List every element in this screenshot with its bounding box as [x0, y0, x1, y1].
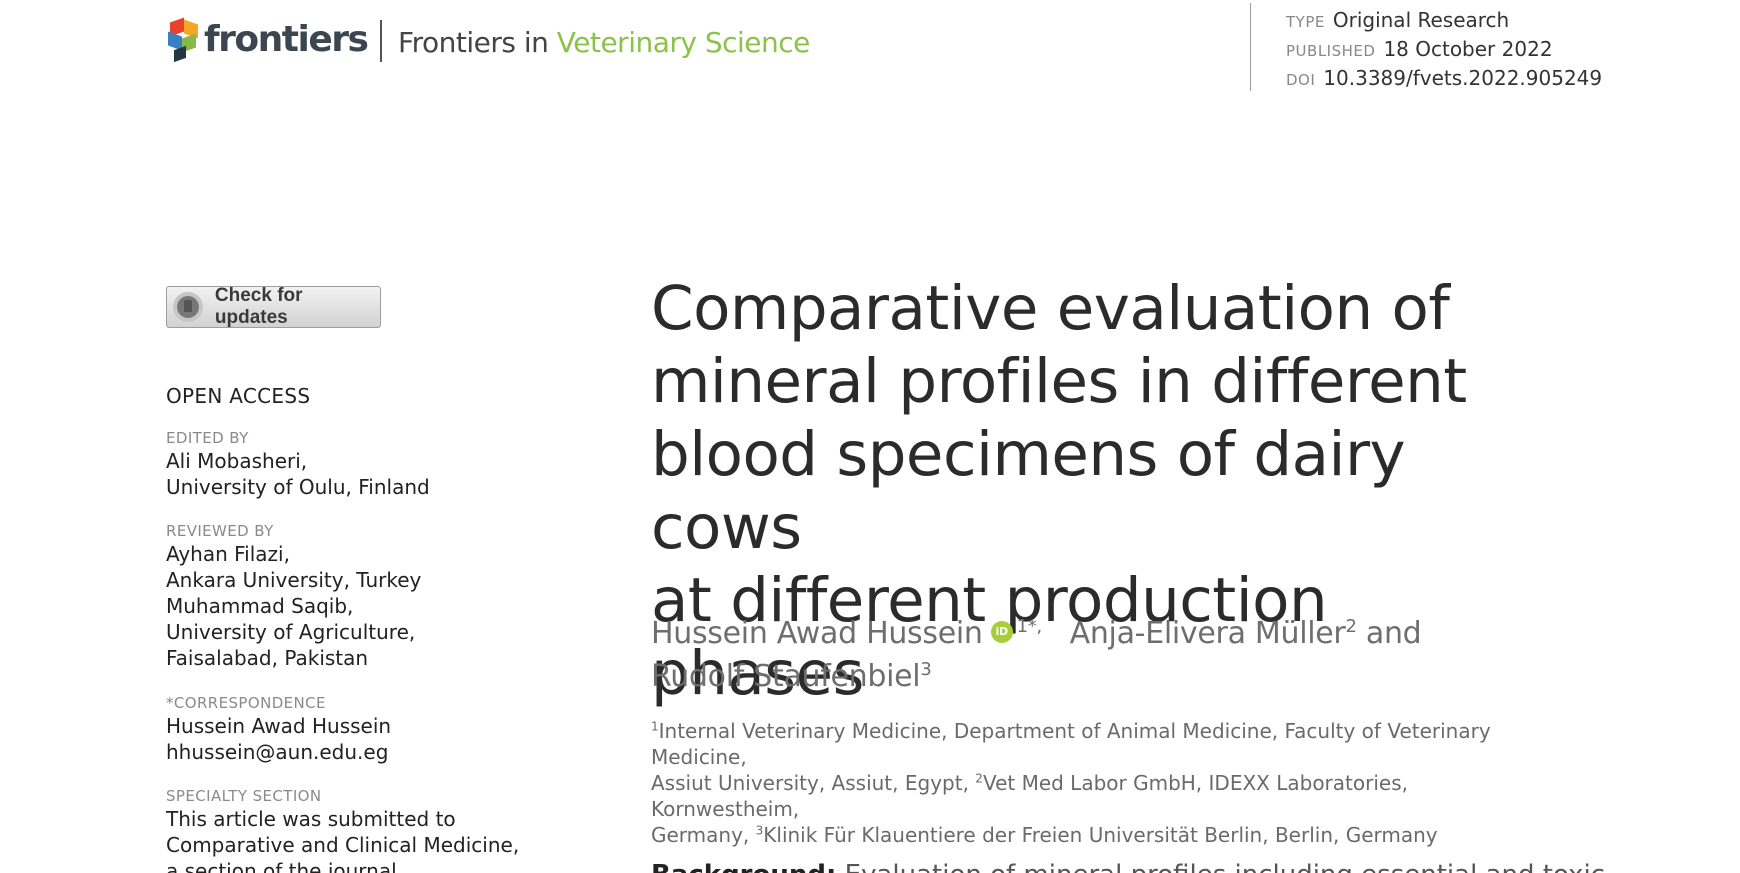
journal-prefix: Frontiers in — [398, 26, 549, 59]
check-for-updates-button[interactable]: Check for updates — [166, 285, 381, 328]
author-name[interactable]: Hussein Awad Hussein — [651, 616, 983, 651]
abstract-label: Background: — [651, 860, 836, 873]
specialty-line: Comparative and Clinical Medicine, — [166, 833, 520, 857]
editor-affiliation: University of Oulu, Finland — [166, 475, 430, 499]
author-name[interactable]: Rudolf Staufenbiel — [651, 659, 921, 694]
edited-by-label: EDITED BY — [166, 429, 249, 447]
check-for-updates-label: Check for updates — [214, 285, 303, 328]
title-line: at different production phases — [651, 565, 1328, 709]
author-sup: 1*, — [1016, 616, 1043, 637]
journal-name[interactable]: Frontiers in Veterinary Science — [398, 26, 810, 59]
affiliations: 1Internal Veterinary Medicine, Departmen… — [651, 719, 1491, 847]
frontiers-logo[interactable]: frontiers — [164, 17, 369, 63]
reviewer-line: University of Agriculture, — [166, 620, 416, 644]
reviewed-by-label: REVIEWED BY — [166, 522, 274, 540]
specialty-section: SPECIALTY SECTION This article was submi… — [166, 786, 526, 873]
journal-title: Veterinary Science — [556, 26, 811, 59]
frontiers-logo-icon — [164, 17, 200, 63]
open-access-label: OPEN ACCESS — [166, 384, 311, 408]
bookmark-icon — [173, 292, 203, 322]
orcid-icon[interactable]: iD — [990, 620, 1013, 643]
abstract-text: Evaluation of mineral profiles including… — [845, 860, 1605, 873]
logo-wordmark: frontiers — [204, 18, 369, 60]
author-sup: 3 — [920, 659, 932, 680]
title-line: blood specimens of dairy cows — [651, 419, 1406, 563]
article-title: Comparative evaluation of mineral profil… — [651, 272, 1551, 710]
affiliation-text: Vet Med Labor GmbH, IDEXX Laboratories, … — [651, 771, 1408, 821]
author-conjunction: and — [1365, 616, 1422, 651]
title-line: mineral profiles in different — [651, 346, 1467, 417]
reviewer-line: Ankara University, Turkey — [166, 568, 422, 592]
reviewer-line: Ayhan Filazi, — [166, 542, 290, 566]
affiliation-text: Assiut University, Assiut, Egypt, — [651, 771, 976, 795]
correspondence-name: Hussein Awad Hussein — [166, 714, 392, 738]
reviewer-line: Faisalabad, Pakistan — [166, 646, 369, 670]
specialty-line: a section of the journal — [166, 859, 397, 873]
correspondence-label: *CORRESPONDENCE — [166, 694, 326, 712]
meta-divider — [1250, 3, 1251, 91]
abstract-start: Background: Evaluation of mineral profil… — [651, 858, 1605, 873]
title-line: Comparative evaluation of — [651, 273, 1450, 344]
reviewed-by-section: REVIEWED BY Ayhan Filazi, Ankara Univers… — [166, 521, 526, 671]
meta-doi[interactable]: DOI 10.3389/fvets.2022.905249 — [1286, 66, 1603, 90]
affiliation-text: Germany, — [651, 823, 756, 847]
correspondence-email[interactable]: hhussein@aun.edu.eg — [166, 740, 389, 764]
author-name[interactable]: Anja-Elivera Müller — [1069, 616, 1346, 651]
article-meta: TYPE Original Research PUBLISHED 18 Octobe… — [1286, 7, 1602, 94]
correspondence-section: *CORRESPONDENCE Hussein Awad Hussein hhu… — [166, 693, 526, 765]
header-divider — [380, 20, 382, 62]
meta-type: TYPE Original Research — [1286, 8, 1510, 32]
reviewer-line: Muhammad Saqib, — [166, 594, 354, 618]
meta-published: PUBLISHED 18 October 2022 — [1286, 37, 1553, 61]
specialty-label: SPECIALTY SECTION — [166, 787, 322, 805]
edited-by-section: EDITED BY Ali Mobasheri, University of O… — [166, 428, 526, 500]
author-sup: 2 — [1345, 616, 1357, 637]
affiliation-text: Klinik Für Klauentiere der Freien Univer… — [763, 823, 1438, 847]
affiliation-text: Internal Veterinary Medicine, Department… — [651, 719, 1491, 769]
specialty-line: This article was submitted to — [166, 807, 456, 831]
editor-name: Ali Mobasheri, — [166, 449, 308, 473]
author-list: Hussein Awad Hussein iD 1*, Anja-Elivera M… — [651, 612, 1551, 698]
